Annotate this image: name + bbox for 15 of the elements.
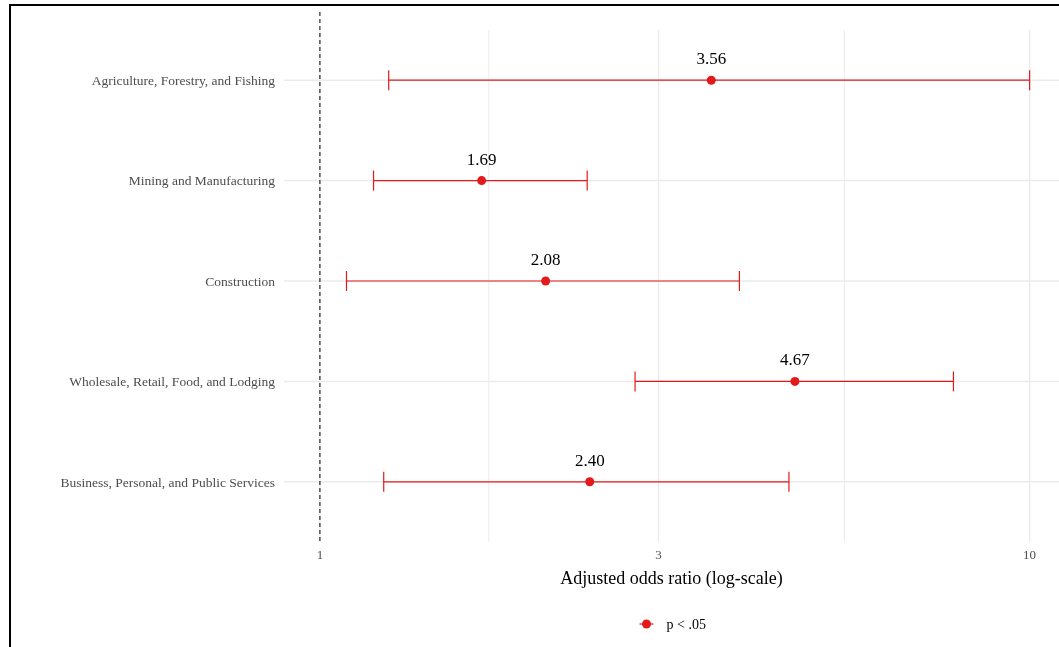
data-label: 1.69	[466, 149, 497, 169]
x-tick-label: 3	[655, 547, 662, 562]
x-tick-label: 1	[316, 547, 324, 562]
data-label: 4.67	[780, 350, 811, 370]
data-label: 2.08	[530, 250, 561, 269]
y-tick-label: Wholesale, Retail, Food, and Lodging	[69, 374, 276, 390]
data-label: 3.56	[696, 49, 727, 69]
data-label: 2.40	[574, 450, 605, 470]
y-tick-label: Construction	[205, 273, 276, 289]
x-axis-title: Adjusted odds ratio (log-scale)	[560, 568, 783, 589]
legend-label: p < .05	[666, 616, 706, 632]
y-tick-label: Mining and Manufacturing	[128, 173, 276, 189]
x-tick-label: 10	[1023, 547, 1037, 562]
y-tick-label: Business, Personal, and Public Services	[60, 474, 275, 490]
y-tick-label: Agriculture, Forestry, and Fishing	[91, 72, 276, 88]
